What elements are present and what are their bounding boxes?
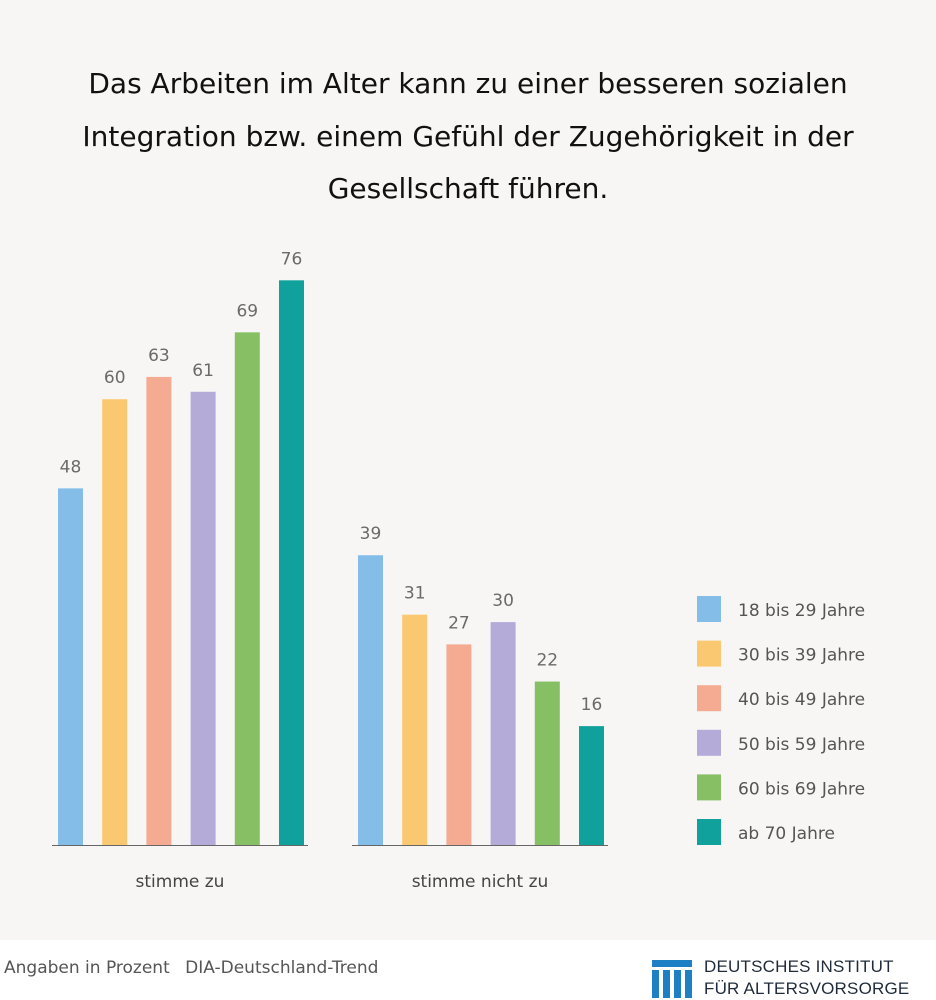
value-label: 27	[448, 613, 470, 633]
value-label: 30	[492, 591, 514, 611]
value-label: 61	[192, 361, 214, 381]
value-labels-layer: 48 60 63 61 69 76 39 31 27 30 22 16	[60, 249, 603, 715]
footer-bar	[0, 940, 936, 1000]
source-label: DIA-Deutschland-Trend	[185, 958, 379, 978]
legend-swatch	[697, 640, 721, 667]
bar	[358, 555, 383, 845]
value-label: 16	[581, 695, 603, 715]
legend-label: 30 bis 39 Jahre	[738, 646, 865, 666]
bar	[102, 399, 128, 845]
legend-label: 50 bis 59 Jahre	[738, 735, 865, 755]
value-label: 69	[236, 301, 258, 321]
logo-line-1: DEUTSCHES INSTITUT	[704, 957, 894, 976]
bar	[534, 681, 560, 845]
bar	[234, 332, 260, 846]
bar	[190, 391, 216, 845]
legend-swatch	[697, 596, 721, 622]
institute-logo: DEUTSCHES INSTITUT FÜR ALTERSVORSORGE	[652, 956, 936, 1000]
category-label: stimme nicht zu	[412, 872, 549, 892]
value-label: 76	[281, 249, 303, 269]
value-label: 63	[148, 346, 170, 366]
legend-label: ab 70 Jahre	[738, 824, 835, 844]
value-label: 22	[536, 651, 558, 671]
value-label: 48	[60, 457, 82, 477]
legend-label: 60 bis 69 Jahre	[738, 779, 865, 799]
bar	[579, 726, 604, 845]
logo-mark-icon	[652, 960, 692, 998]
value-label: 39	[360, 524, 382, 544]
legend-label: 40 bis 49 Jahre	[738, 690, 865, 710]
bar	[279, 280, 304, 845]
logo-wordmark: DEUTSCHES INSTITUT FÜR ALTERSVORSORGE	[704, 956, 909, 1000]
chart-title: Das Arbeiten im Alter kann zu einer bess…	[82, 67, 854, 206]
bars-layer	[58, 280, 604, 846]
legend-swatch	[697, 729, 721, 756]
value-label: 31	[404, 584, 426, 604]
bar	[58, 488, 83, 845]
category-label: stimme zu	[136, 872, 225, 892]
legend: 18 bis 29 Jahre 30 bis 39 Jahre 40 bis 49 …	[697, 596, 865, 845]
bar	[146, 376, 172, 845]
bar	[446, 644, 472, 845]
legend-swatch	[697, 774, 721, 801]
logo-line-2: FÜR ALTERSVORSORGE	[704, 979, 910, 998]
bar	[402, 614, 428, 845]
legend-swatch	[697, 685, 721, 712]
unit-note: Angaben in Prozent	[4, 958, 170, 978]
legend-swatch	[697, 819, 721, 845]
source-note: Angaben in Prozent DIA-Deutschland-Trend	[4, 958, 378, 978]
value-label: 60	[104, 368, 126, 388]
legend-label: 18 bis 29 Jahre	[738, 601, 865, 621]
axis-layer: stimme zu stimme nicht zu	[52, 845, 608, 892]
bar	[490, 622, 516, 845]
